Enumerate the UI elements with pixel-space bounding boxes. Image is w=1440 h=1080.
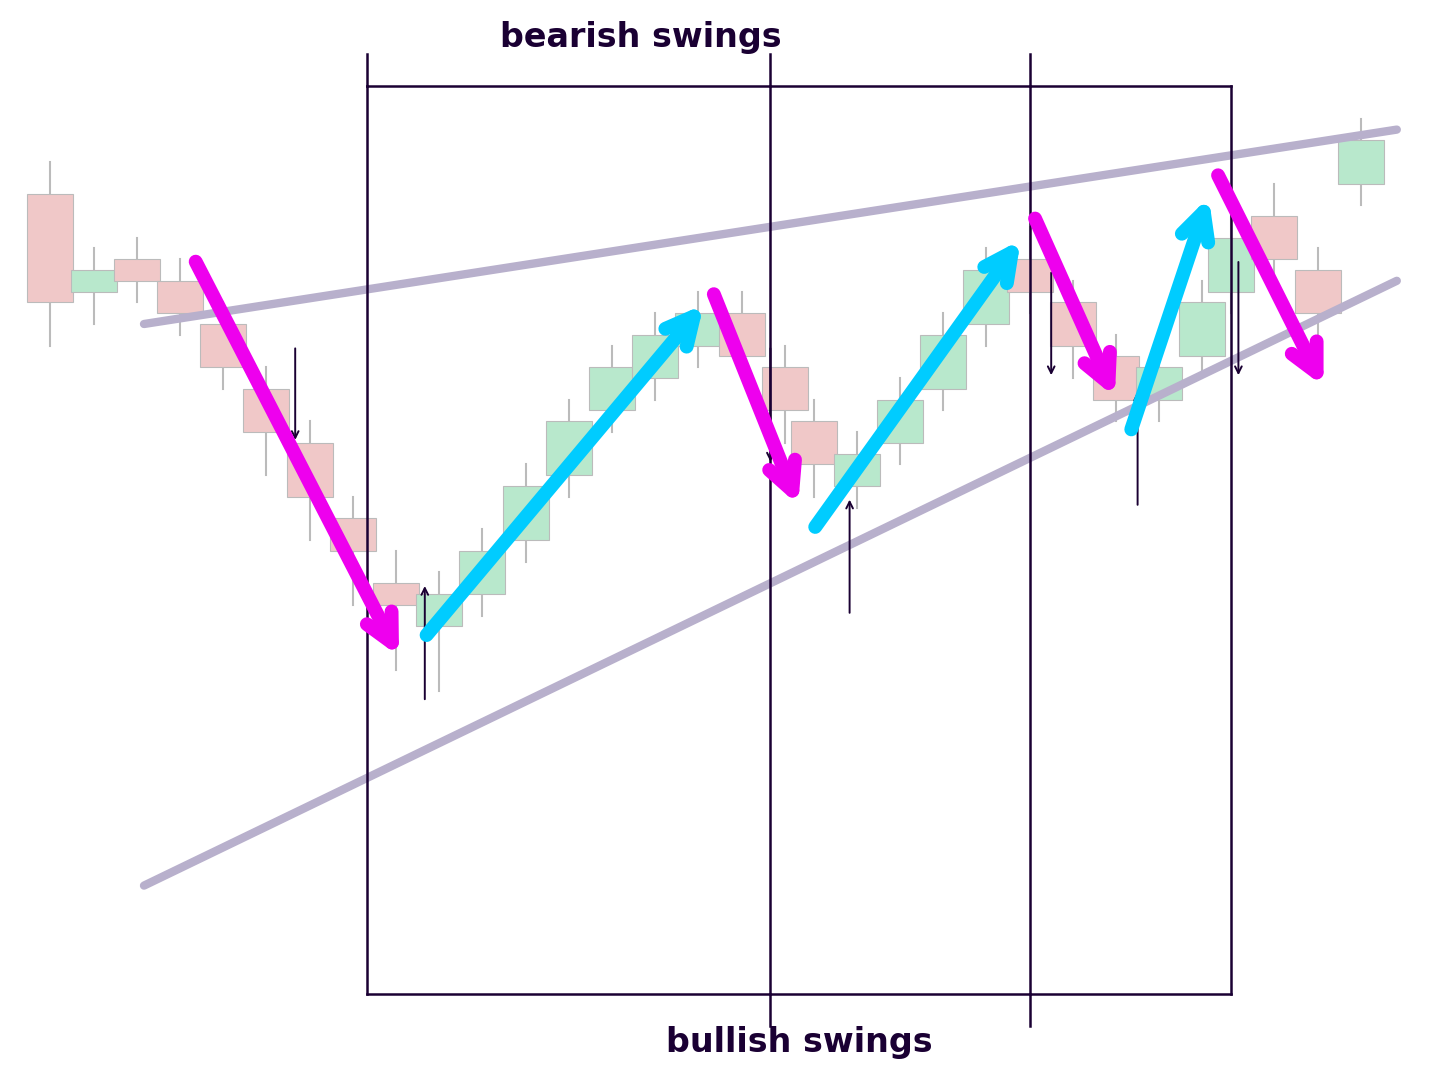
FancyBboxPatch shape <box>791 421 837 464</box>
FancyBboxPatch shape <box>503 486 549 540</box>
FancyBboxPatch shape <box>27 194 73 302</box>
FancyBboxPatch shape <box>589 367 635 410</box>
FancyBboxPatch shape <box>834 454 880 486</box>
FancyBboxPatch shape <box>963 270 1009 324</box>
FancyBboxPatch shape <box>1050 302 1096 346</box>
FancyBboxPatch shape <box>200 324 246 367</box>
FancyBboxPatch shape <box>1136 367 1182 400</box>
FancyBboxPatch shape <box>459 551 505 594</box>
FancyBboxPatch shape <box>373 583 419 605</box>
FancyBboxPatch shape <box>1007 259 1053 292</box>
FancyBboxPatch shape <box>1208 238 1254 292</box>
FancyBboxPatch shape <box>546 421 592 475</box>
Text: bearish swings: bearish swings <box>500 22 782 54</box>
FancyBboxPatch shape <box>287 443 333 497</box>
FancyBboxPatch shape <box>1179 302 1225 356</box>
FancyBboxPatch shape <box>920 335 966 389</box>
FancyBboxPatch shape <box>675 313 721 346</box>
FancyBboxPatch shape <box>416 594 462 626</box>
FancyBboxPatch shape <box>1338 140 1384 184</box>
FancyBboxPatch shape <box>1093 356 1139 400</box>
FancyBboxPatch shape <box>71 270 117 292</box>
FancyBboxPatch shape <box>157 281 203 313</box>
FancyBboxPatch shape <box>1251 216 1297 259</box>
FancyBboxPatch shape <box>243 389 289 432</box>
FancyBboxPatch shape <box>632 335 678 378</box>
Text: bullish swings: bullish swings <box>665 1026 933 1058</box>
FancyBboxPatch shape <box>762 367 808 410</box>
FancyBboxPatch shape <box>877 400 923 443</box>
FancyBboxPatch shape <box>719 313 765 356</box>
FancyBboxPatch shape <box>1295 270 1341 313</box>
FancyBboxPatch shape <box>330 518 376 551</box>
FancyBboxPatch shape <box>114 259 160 281</box>
